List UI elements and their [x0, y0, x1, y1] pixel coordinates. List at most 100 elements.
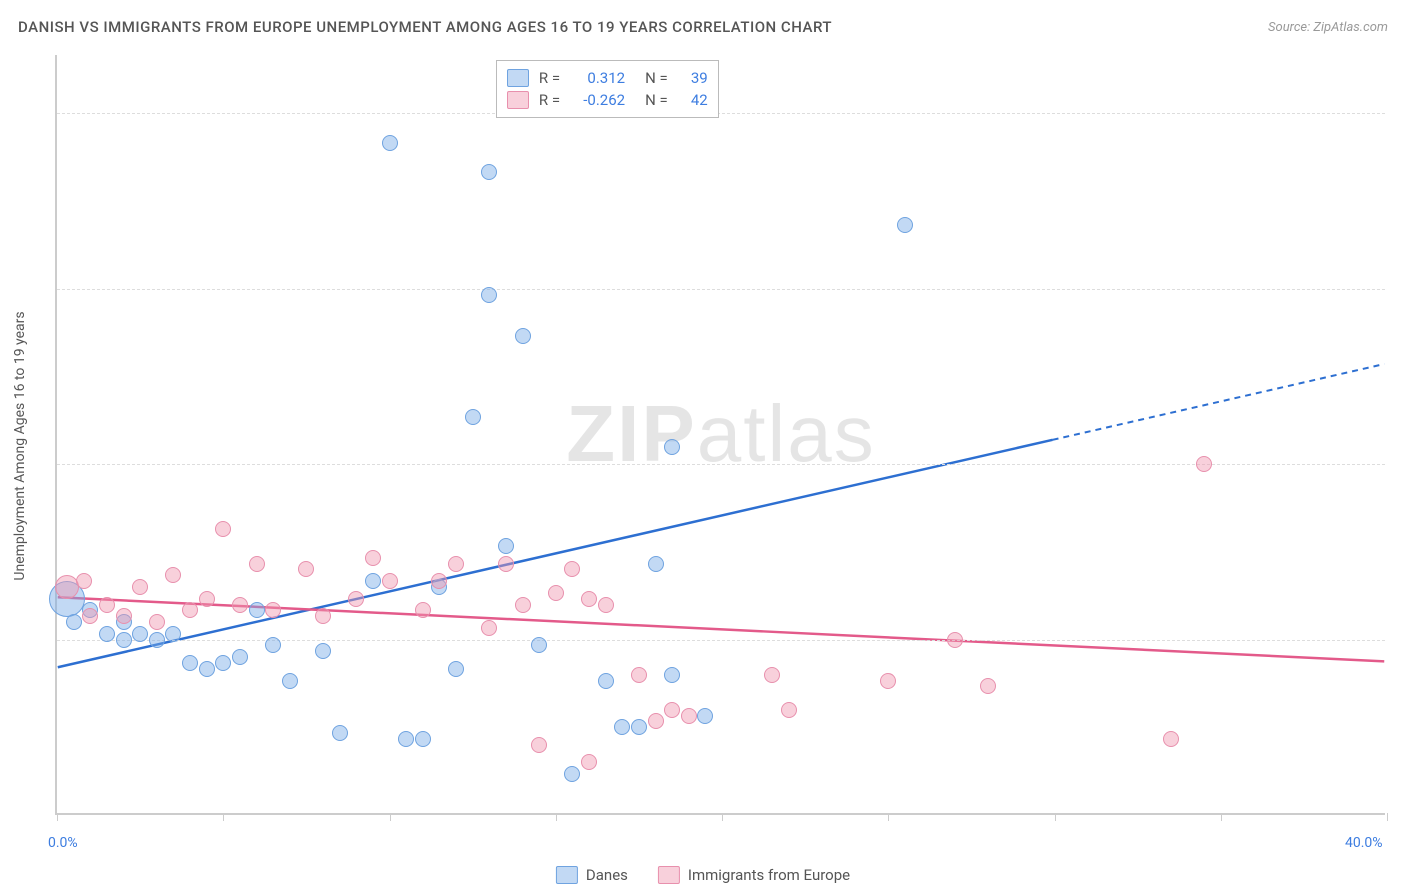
legend-item-danes: Danes — [556, 866, 628, 884]
data-point — [182, 602, 198, 618]
data-point — [431, 573, 447, 589]
x-tick — [390, 813, 391, 821]
data-point — [598, 673, 614, 689]
data-point — [697, 708, 713, 724]
data-point — [581, 754, 597, 770]
data-point — [199, 661, 215, 677]
x-tick — [556, 813, 557, 821]
data-point — [1196, 456, 1212, 472]
source-label: Source: ZipAtlas.com — [1268, 20, 1388, 35]
data-point — [315, 608, 331, 624]
data-point — [332, 725, 348, 741]
data-point — [165, 626, 181, 642]
data-point — [99, 597, 115, 613]
data-point — [348, 591, 364, 607]
watermark: ZIPatlas — [566, 388, 875, 480]
data-point — [82, 608, 98, 624]
trend-line-dashed — [1053, 364, 1385, 440]
y-tick-label: 15.0% — [1395, 632, 1406, 648]
data-point — [515, 597, 531, 613]
data-point — [76, 573, 92, 589]
data-point — [781, 702, 797, 718]
data-point — [99, 626, 115, 642]
data-point — [631, 667, 647, 683]
data-point — [980, 678, 996, 694]
data-point — [66, 614, 82, 630]
data-point — [398, 731, 414, 747]
data-point — [481, 287, 497, 303]
data-point — [498, 538, 514, 554]
data-point — [165, 567, 181, 583]
data-point — [215, 655, 231, 671]
x-tick — [1221, 813, 1222, 821]
x-tick — [888, 813, 889, 821]
data-point — [132, 579, 148, 595]
n-label: N = — [645, 91, 668, 109]
swatch-immigrants — [658, 866, 680, 884]
data-point — [880, 673, 896, 689]
r-label: R = — [539, 91, 560, 109]
grid-line — [57, 289, 1385, 290]
data-point — [415, 602, 431, 618]
data-point — [515, 328, 531, 344]
data-point — [947, 632, 963, 648]
data-point — [382, 135, 398, 151]
data-point — [249, 602, 265, 618]
data-point — [598, 597, 614, 613]
data-point — [664, 702, 680, 718]
data-point — [448, 661, 464, 677]
data-point — [199, 591, 215, 607]
data-point — [415, 731, 431, 747]
data-point — [182, 655, 198, 671]
data-point — [465, 409, 481, 425]
data-point — [448, 556, 464, 572]
corr-swatch — [507, 91, 529, 109]
r-value: 0.312 — [570, 69, 625, 87]
n-value: 42 — [678, 91, 708, 109]
legend-label-immigrants: Immigrants from Europe — [688, 866, 850, 884]
data-point — [265, 602, 281, 618]
data-point — [232, 597, 248, 613]
title-bar: DANISH VS IMMIGRANTS FROM EUROPE UNEMPLO… — [18, 18, 1388, 36]
data-point — [1163, 731, 1179, 747]
data-point — [232, 649, 248, 665]
data-point — [631, 719, 647, 735]
data-point — [249, 556, 265, 572]
corr-row: R = -0.262 N = 42 — [507, 89, 708, 111]
data-point — [897, 217, 913, 233]
data-point — [498, 556, 514, 572]
x-tick — [57, 813, 58, 821]
data-point — [648, 713, 664, 729]
swatch-danes — [556, 866, 578, 884]
grid-line — [57, 640, 1385, 641]
data-point — [648, 556, 664, 572]
x-max-label: 40.0% — [1345, 835, 1383, 851]
x-tick — [722, 813, 723, 821]
data-point — [132, 626, 148, 642]
data-point — [282, 673, 298, 689]
r-value: -0.262 — [570, 91, 625, 109]
data-point — [116, 608, 132, 624]
correlation-legend: R = 0.312 N = 39 R = -0.262 N = 42 — [496, 60, 719, 118]
data-point — [481, 620, 497, 636]
grid-line — [57, 113, 1385, 114]
data-point — [116, 632, 132, 648]
n-value: 39 — [678, 69, 708, 87]
data-point — [664, 439, 680, 455]
data-point — [298, 561, 314, 577]
series-legend: Danes Immigrants from Europe — [556, 866, 850, 884]
trend-line — [58, 440, 1053, 667]
y-axis-label: Unemployment Among Ages 16 to 19 years — [12, 311, 28, 580]
x-tick — [1387, 813, 1388, 821]
data-point — [764, 667, 780, 683]
data-point — [548, 585, 564, 601]
y-tick-label: 30.0% — [1395, 456, 1406, 472]
n-label: N = — [645, 69, 668, 87]
x-tick — [223, 813, 224, 821]
data-point — [365, 573, 381, 589]
data-point — [681, 708, 697, 724]
corr-swatch — [507, 69, 529, 87]
data-point — [149, 632, 165, 648]
data-point — [564, 766, 580, 782]
data-point — [531, 737, 547, 753]
